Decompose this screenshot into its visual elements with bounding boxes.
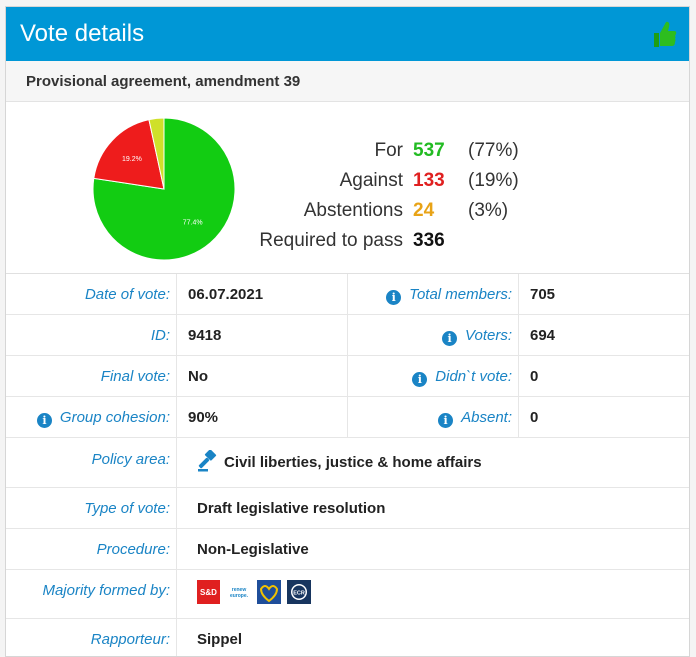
rapporteur-row: Rapporteur: Sippel (6, 619, 689, 656)
pie-label-against: 19.2% (122, 156, 142, 163)
absent-label-text: Absent: (461, 409, 512, 426)
card-header: Vote details (6, 7, 689, 61)
info-icon[interactable]: i (36, 413, 52, 428)
date-value: 06.07.2021 (177, 274, 348, 315)
total-members-label: i Total members: (348, 274, 519, 315)
policy-area-value: Civil liberties, justice & home affairs (177, 438, 689, 487)
stat-abstentions-label: Abstentions (303, 200, 403, 221)
details-row-2: ID: 9418 i Voters: 694 (6, 315, 689, 356)
pie-slice-abstentions (148, 117, 165, 190)
absent-label: i Absent: (348, 397, 519, 438)
sd-logo-text: S&D (200, 588, 217, 597)
group-cohesion-value: 90% (177, 397, 348, 438)
policy-area-label: Policy area: (6, 438, 177, 487)
stat-against: Against 133 (19%) (236, 170, 536, 196)
majority-row: Majority formed by: S&D renew europe. (6, 570, 689, 619)
group-cohesion-label: i Group cohesion: (6, 397, 177, 438)
rapporteur-value: Sippel (197, 631, 243, 648)
voters-label-text: Voters: (465, 327, 512, 344)
procedure-value: Non-Legislative (197, 541, 309, 558)
info-icon[interactable]: i (438, 413, 454, 428)
final-vote-label: Final vote: (6, 356, 177, 397)
majority-value: S&D renew europe. EC (177, 570, 689, 618)
date-label: Date of vote: (6, 274, 177, 315)
pie-slice-against (93, 119, 165, 190)
thumbs-up-icon (654, 21, 677, 47)
stat-for: For 537 (77%) (236, 140, 536, 166)
stat-against-percent: (19%) (468, 170, 519, 191)
vote-subtitle-bar: Provisional agreement, amendment 39 (6, 61, 689, 102)
gavel-icon (198, 450, 217, 472)
didnt-vote-label-text: Didn`t vote: (435, 368, 512, 385)
card-title: Vote details (20, 20, 145, 47)
final-vote-value: No (177, 356, 348, 397)
policy-area-text: Civil liberties, justice & home affairs (224, 454, 482, 471)
voters-value: 694 (530, 327, 556, 344)
ecr-logo-icon[interactable]: ECR (287, 580, 311, 604)
details-row-4: i Group cohesion: 90% i Absent: 0 (6, 397, 689, 438)
didnt-vote-label: i Didn`t vote: (348, 356, 519, 397)
stat-against-value: 133 (413, 170, 445, 191)
vote-details-card: Vote details Provisional agreement, amen… (5, 6, 690, 657)
details-row-1: Date of vote: 06.07.2021 i Total members:… (6, 274, 689, 315)
majority-label: Majority formed by: (6, 570, 177, 618)
info-icon[interactable]: i (386, 290, 402, 305)
stat-abstentions-value: 24 (413, 200, 435, 221)
rapporteur-label: Rapporteur: (6, 619, 177, 656)
didnt-vote-value: 0 (530, 368, 539, 385)
stat-required: Required to pass 336 (236, 230, 536, 256)
stat-for-label: For (374, 140, 404, 161)
ecr-logo-text: ECR (293, 591, 305, 597)
info-icon[interactable]: i (442, 331, 458, 346)
stat-abstentions-percent: (3%) (468, 200, 509, 221)
pie-label-for: 77.4% (183, 219, 203, 226)
epp-logo-icon[interactable] (257, 580, 281, 604)
renew-logo-text: renew (232, 587, 247, 593)
absent-value: 0 (530, 409, 539, 426)
sd-logo-icon[interactable]: S&D (197, 580, 220, 604)
group-cohesion-label-text: Group cohesion: (59, 409, 170, 426)
id-value: 9418 (177, 315, 348, 356)
type-of-vote-row: Type of vote: Draft legislative resoluti… (6, 488, 689, 529)
type-of-vote-label: Type of vote: (6, 488, 177, 528)
type-of-vote-value: Draft legislative resolution (197, 500, 386, 517)
stat-for-value: 537 (413, 140, 445, 161)
stat-required-label: Required to pass (259, 230, 403, 251)
total-members-value: 705 (530, 286, 556, 303)
result-pie-chart: 77.4% 19.2% (92, 117, 236, 261)
vote-summary: 77.4% 19.2% For 537 (77%) Against 133 (19… (6, 102, 689, 274)
procedure-label: Procedure: (6, 529, 177, 569)
stat-required-value: 336 (413, 230, 445, 251)
info-icon[interactable]: i (412, 372, 428, 387)
voters-label: i Voters: (348, 315, 519, 356)
stat-abstentions: Abstentions 24 (3%) (236, 200, 536, 226)
stat-against-label: Against (339, 170, 403, 191)
total-members-label-text: Total members: (409, 286, 512, 303)
policy-area-row: Policy area: Civil liberties, justice & … (6, 438, 689, 488)
renew-europe-logo-icon[interactable]: renew europe. (227, 580, 251, 604)
id-label: ID: (6, 315, 177, 356)
stat-for-percent: (77%) (468, 140, 519, 161)
details-row-3: Final vote: No i Didn`t vote: 0 (6, 356, 689, 397)
procedure-row: Procedure: Non-Legislative (6, 529, 689, 570)
vote-subtitle: Provisional agreement, amendment 39 (26, 73, 301, 90)
renew-logo-text-2: europe. (230, 593, 249, 599)
